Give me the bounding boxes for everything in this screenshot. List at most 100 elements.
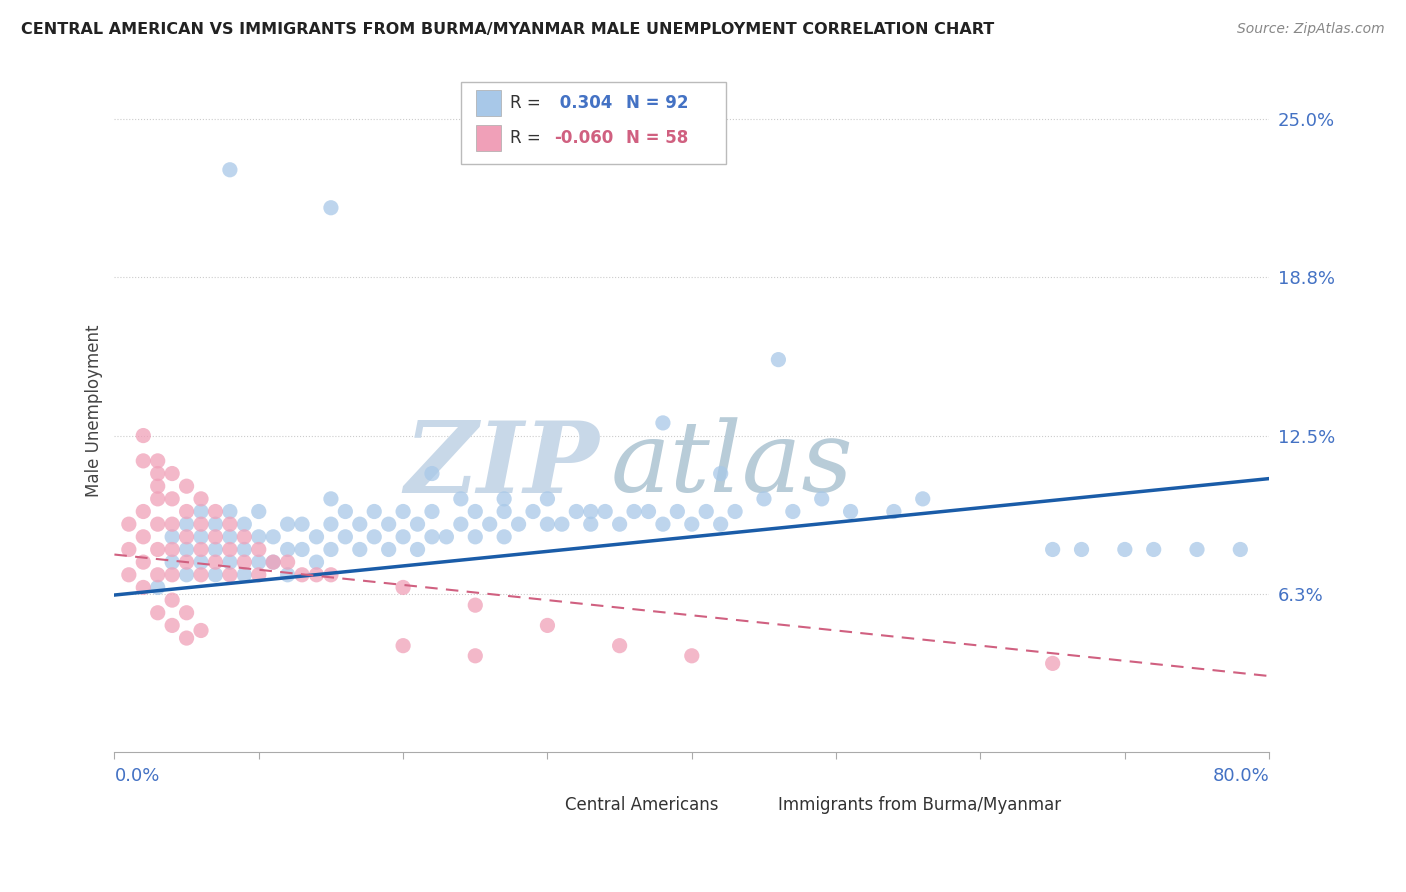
Point	[219, 530, 242, 544]
FancyBboxPatch shape	[530, 795, 555, 815]
Point	[450, 491, 472, 506]
Point	[233, 555, 256, 569]
Text: R =: R =	[510, 128, 547, 146]
Point	[768, 352, 790, 367]
Point	[335, 530, 357, 544]
Point	[160, 567, 183, 582]
Text: R =: R =	[510, 95, 547, 112]
Y-axis label: Male Unemployment: Male Unemployment	[86, 324, 103, 497]
Point	[392, 504, 415, 518]
Point	[247, 530, 270, 544]
Point	[190, 542, 212, 557]
Point	[160, 530, 183, 544]
Point	[319, 542, 342, 557]
Point	[176, 504, 198, 518]
Point	[1143, 542, 1166, 557]
Point	[176, 542, 198, 557]
Point	[450, 517, 472, 532]
Point	[190, 530, 212, 544]
Point	[291, 542, 314, 557]
Point	[146, 491, 169, 506]
Point	[146, 581, 169, 595]
Point	[176, 606, 198, 620]
Point	[160, 517, 183, 532]
Point	[160, 593, 183, 607]
Point	[377, 542, 399, 557]
Point	[219, 567, 242, 582]
Point	[190, 624, 212, 638]
Point	[233, 517, 256, 532]
Point	[911, 491, 934, 506]
Point	[118, 567, 141, 582]
Point	[681, 517, 703, 532]
Point	[176, 567, 198, 582]
Point	[710, 467, 733, 481]
Point	[883, 504, 905, 518]
Text: 80.0%: 80.0%	[1212, 767, 1270, 785]
FancyBboxPatch shape	[475, 90, 502, 116]
Point	[146, 567, 169, 582]
Point	[420, 467, 443, 481]
Point	[1185, 542, 1208, 557]
Point	[478, 517, 501, 532]
Point	[710, 517, 733, 532]
Point	[593, 504, 616, 518]
Point	[190, 555, 212, 569]
Point	[363, 504, 385, 518]
Point	[579, 517, 602, 532]
Point	[190, 504, 212, 518]
Point	[724, 504, 747, 518]
Point	[132, 581, 155, 595]
Text: Source: ZipAtlas.com: Source: ZipAtlas.com	[1237, 22, 1385, 37]
Point	[190, 491, 212, 506]
Point	[305, 567, 328, 582]
Point	[609, 517, 631, 532]
Point	[319, 567, 342, 582]
Point	[363, 530, 385, 544]
Point	[219, 504, 242, 518]
Point	[118, 517, 141, 532]
Point	[204, 530, 226, 544]
Text: -0.060: -0.060	[554, 128, 613, 146]
Text: N = 58: N = 58	[626, 128, 688, 146]
Point	[176, 517, 198, 532]
Point	[262, 555, 284, 569]
Point	[247, 555, 270, 569]
Point	[839, 504, 862, 518]
Point	[464, 504, 486, 518]
Point	[176, 631, 198, 645]
Point	[132, 504, 155, 518]
Point	[176, 530, 198, 544]
Point	[1070, 542, 1092, 557]
Point	[406, 542, 429, 557]
Point	[494, 504, 516, 518]
Point	[190, 567, 212, 582]
Point	[752, 491, 775, 506]
Point	[132, 555, 155, 569]
Point	[132, 428, 155, 442]
Point	[319, 517, 342, 532]
Point	[681, 648, 703, 663]
Point	[579, 504, 602, 518]
Point	[277, 555, 299, 569]
Point	[651, 517, 673, 532]
Point	[305, 530, 328, 544]
Point	[436, 530, 458, 544]
Point	[204, 555, 226, 569]
Text: N = 92: N = 92	[626, 95, 689, 112]
Point	[160, 555, 183, 569]
Point	[176, 479, 198, 493]
Point	[291, 517, 314, 532]
Point	[1042, 542, 1064, 557]
Text: ZIP: ZIP	[405, 417, 599, 513]
Point	[219, 162, 242, 177]
Point	[291, 567, 314, 582]
Point	[118, 542, 141, 557]
Point	[392, 530, 415, 544]
Point	[176, 555, 198, 569]
Point	[536, 517, 558, 532]
Point	[305, 555, 328, 569]
Point	[494, 491, 516, 506]
Point	[377, 517, 399, 532]
Point	[637, 504, 659, 518]
